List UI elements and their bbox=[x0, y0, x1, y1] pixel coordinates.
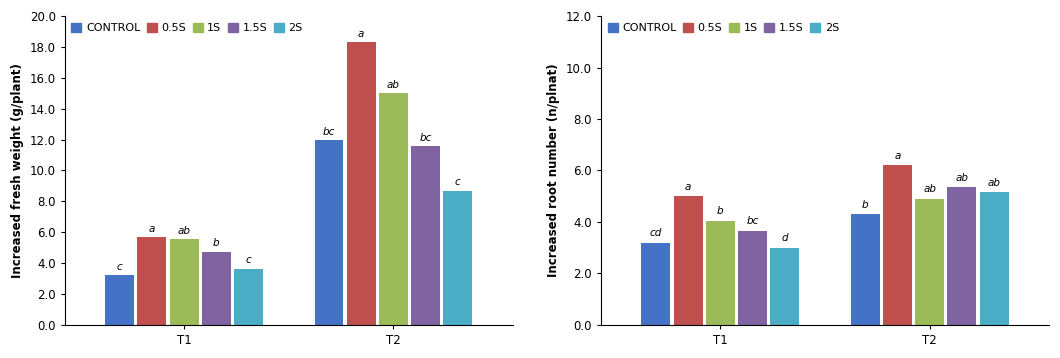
Bar bbox=[915, 199, 944, 325]
Text: b: b bbox=[213, 238, 219, 248]
Text: a: a bbox=[358, 29, 365, 39]
Bar bbox=[234, 268, 263, 325]
Legend: CONTROL, 0.5S, 1S, 1.5S, 2S: CONTROL, 0.5S, 1S, 1.5S, 2S bbox=[603, 18, 844, 38]
Text: bc: bc bbox=[323, 126, 335, 136]
Text: c: c bbox=[455, 178, 461, 188]
Text: b: b bbox=[862, 200, 868, 209]
Bar bbox=[851, 214, 880, 325]
Text: b: b bbox=[717, 206, 724, 216]
Text: bc: bc bbox=[420, 133, 431, 143]
Bar bbox=[201, 252, 231, 325]
Bar bbox=[979, 192, 1009, 325]
Text: a: a bbox=[685, 182, 691, 192]
Bar bbox=[883, 165, 912, 325]
Bar bbox=[948, 187, 976, 325]
Text: a: a bbox=[895, 151, 901, 161]
Text: ab: ab bbox=[177, 226, 191, 236]
Bar bbox=[138, 237, 166, 325]
Bar bbox=[378, 93, 408, 325]
Bar bbox=[706, 221, 735, 325]
Text: ab: ab bbox=[923, 184, 936, 194]
Y-axis label: Increased fresh weight (g/plant): Increased fresh weight (g/plant) bbox=[11, 63, 24, 278]
Text: c: c bbox=[117, 262, 123, 272]
Text: a: a bbox=[148, 224, 155, 234]
Text: cd: cd bbox=[650, 228, 662, 238]
Text: ab: ab bbox=[387, 80, 400, 90]
Bar bbox=[315, 140, 343, 325]
Bar bbox=[347, 42, 375, 325]
Bar bbox=[443, 190, 473, 325]
Bar bbox=[641, 242, 670, 325]
Bar bbox=[105, 275, 134, 325]
Text: d: d bbox=[781, 233, 788, 243]
Legend: CONTROL, 0.5S, 1S, 1.5S, 2S: CONTROL, 0.5S, 1S, 1.5S, 2S bbox=[67, 18, 307, 38]
Text: ab: ab bbox=[955, 173, 969, 183]
Text: ab: ab bbox=[988, 178, 1001, 188]
Text: bc: bc bbox=[746, 216, 759, 226]
Bar bbox=[738, 231, 767, 325]
Bar bbox=[673, 196, 703, 325]
Text: c: c bbox=[246, 255, 251, 265]
Bar bbox=[170, 239, 198, 325]
Bar bbox=[411, 146, 440, 325]
Y-axis label: Increased root number (n/plnat): Increased root number (n/plnat) bbox=[547, 64, 561, 277]
Bar bbox=[771, 248, 799, 325]
